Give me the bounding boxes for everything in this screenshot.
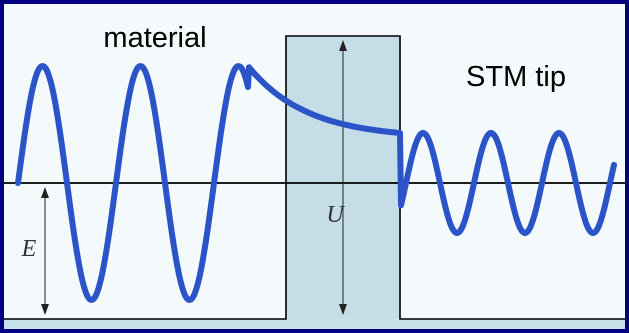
energy-arrow-head-bottom (41, 304, 49, 315)
barrier-height-symbol: U (326, 202, 345, 228)
potential-outline (4, 35, 625, 320)
energy-symbol: E (21, 236, 37, 262)
barrier-arrow-head-bottom (339, 304, 347, 315)
barrier-arrow-head-top (339, 40, 347, 51)
stm-tip-label: STM tip (466, 61, 566, 93)
floor-band (4, 319, 625, 329)
wave-function-curve (15, 63, 617, 303)
material-label: material (103, 22, 206, 54)
energy-arrow-head-top (41, 187, 49, 198)
